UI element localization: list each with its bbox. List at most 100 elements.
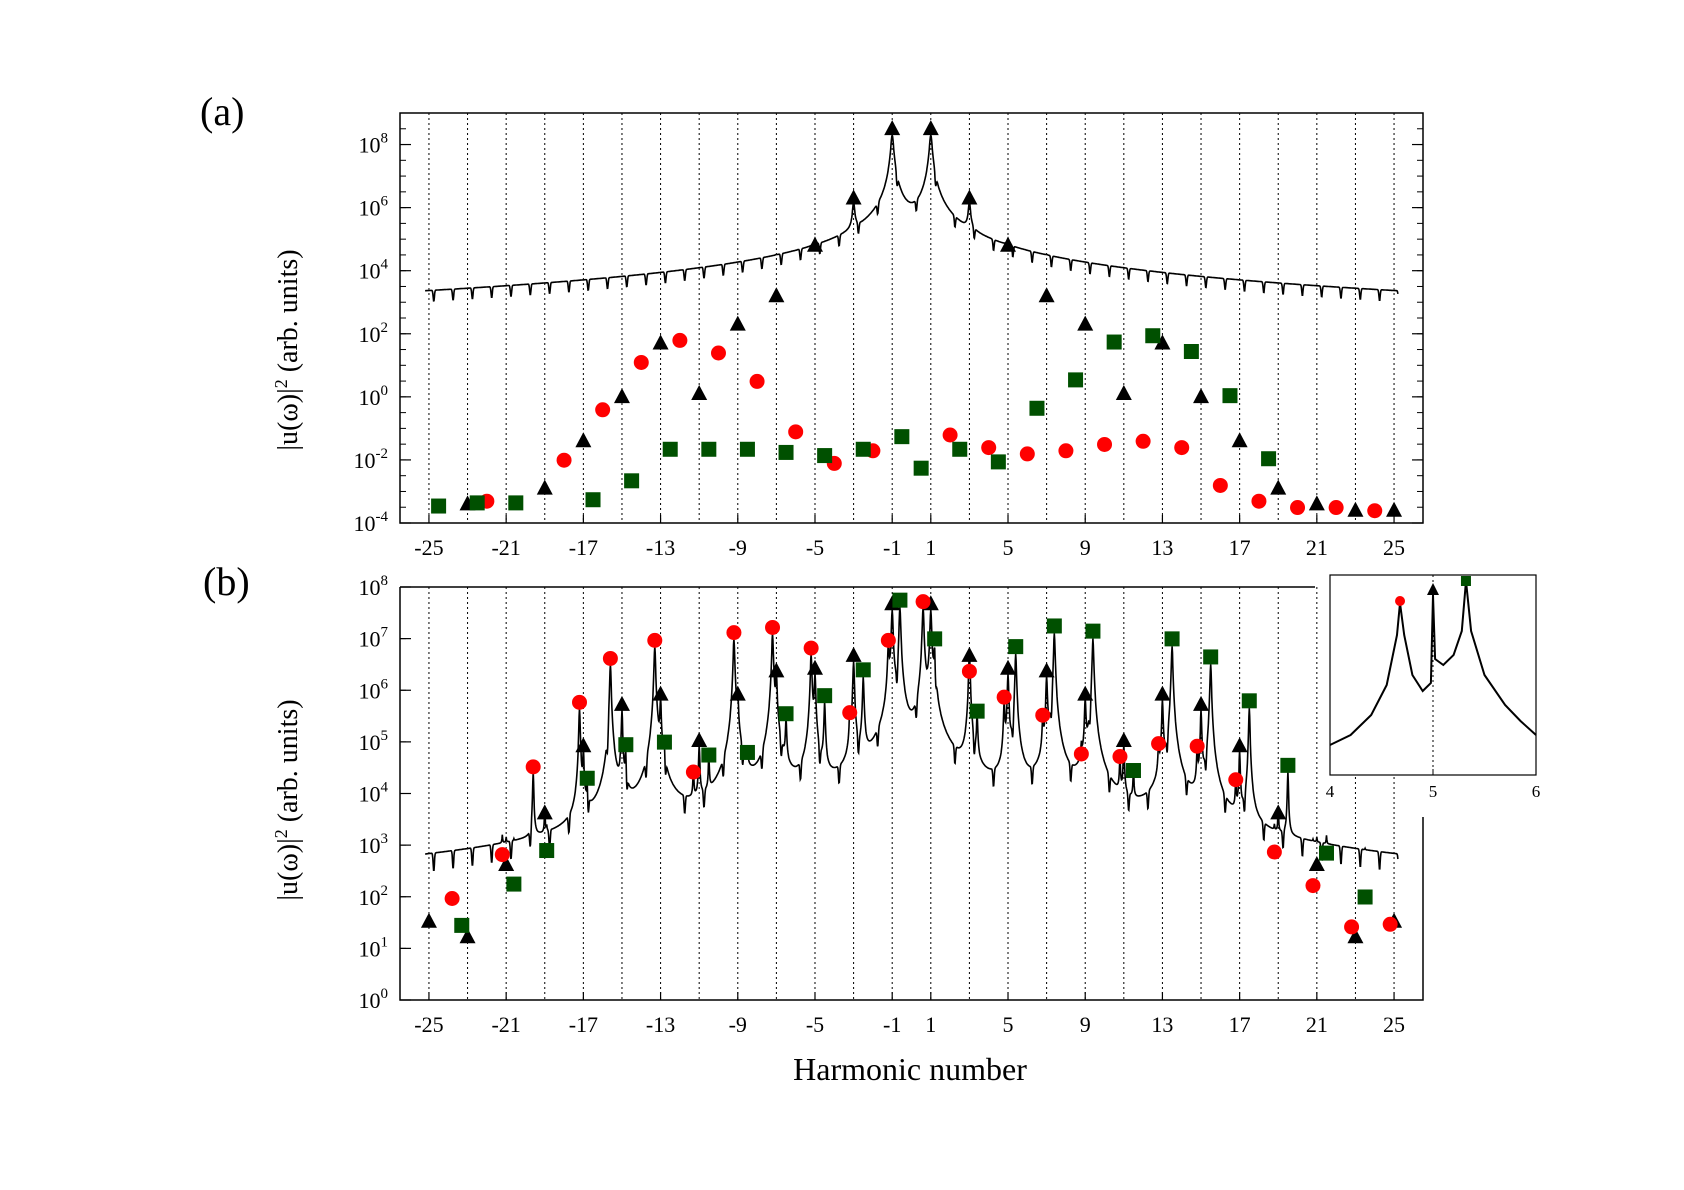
y-tick-label: 105 xyxy=(359,728,389,755)
panel-a-markers xyxy=(431,120,1403,519)
triangle-marker xyxy=(1000,236,1017,252)
circle-marker xyxy=(842,705,858,721)
square-marker xyxy=(618,737,634,753)
y-tick-label: 10-2 xyxy=(354,446,389,473)
y-tick-label: 100 xyxy=(359,986,389,1013)
triangle-marker xyxy=(961,189,978,205)
square-marker xyxy=(506,876,522,892)
circle-marker xyxy=(765,619,781,635)
x-tick-label: -5 xyxy=(806,1012,824,1037)
triangle-marker xyxy=(922,120,939,136)
circle-marker xyxy=(672,332,688,348)
square-marker xyxy=(1029,400,1045,416)
square-marker xyxy=(1008,639,1024,655)
circle-marker xyxy=(749,373,765,389)
circle-marker xyxy=(1019,446,1035,462)
circle-marker xyxy=(1174,440,1190,456)
y-tick-label: 106 xyxy=(359,676,389,703)
y-tick-label: 108 xyxy=(359,131,389,158)
x-tick-label: -1 xyxy=(883,1012,901,1037)
square-marker xyxy=(817,688,833,704)
panel-b-label: (b) xyxy=(203,559,250,604)
triangle-marker xyxy=(691,732,708,748)
square-marker xyxy=(1106,334,1122,350)
circle-marker xyxy=(942,427,958,443)
square-marker xyxy=(892,592,908,608)
triangle-marker xyxy=(1386,501,1403,517)
triangle-marker xyxy=(1193,388,1210,404)
y-tick-label: 100 xyxy=(359,383,389,410)
square-marker xyxy=(1125,763,1141,779)
panel-b-inset: 4 5 6 xyxy=(1326,574,1540,801)
x-tick-label: 13 xyxy=(1151,1012,1173,1037)
square-marker xyxy=(1046,618,1062,634)
triangle-marker xyxy=(1347,501,1364,517)
square-marker xyxy=(701,441,717,457)
x-tick-label: 1 xyxy=(925,1012,936,1037)
x-tick-label: -13 xyxy=(646,1012,675,1037)
circle-marker xyxy=(572,694,588,710)
y-tick-label: 103 xyxy=(359,831,389,858)
square-marker xyxy=(855,662,871,678)
triangle-marker xyxy=(420,912,437,928)
triangle-marker xyxy=(652,334,669,350)
triangle-marker xyxy=(536,804,553,820)
panel-b-gridlines xyxy=(428,587,1395,1000)
triangle-marker xyxy=(1000,659,1017,675)
y-tick-label: 104 xyxy=(359,257,389,284)
circle-marker xyxy=(1382,916,1398,932)
circle-marker xyxy=(1058,443,1074,459)
triangle-marker xyxy=(1115,732,1132,748)
triangle-marker xyxy=(652,685,669,701)
triangle-marker xyxy=(1154,685,1171,701)
triangle-marker xyxy=(1115,385,1132,400)
circle-marker xyxy=(1035,707,1051,723)
y-tick-label: 102 xyxy=(359,883,389,910)
panel-b-x-axis: -25 -21 -17 -13 -9 -5 -1 1 5 9 13 17 21 25 xyxy=(414,992,1405,1037)
triangle-marker xyxy=(498,855,515,871)
triangle-marker xyxy=(1427,583,1439,595)
square-marker xyxy=(927,631,943,647)
triangle-marker xyxy=(1077,315,1094,331)
triangle-marker xyxy=(729,685,746,701)
square-marker xyxy=(539,843,555,859)
panel-b-spectrum-curve xyxy=(425,607,1399,871)
triangle-marker xyxy=(845,646,862,662)
square-marker xyxy=(1460,576,1471,586)
triangle-marker xyxy=(691,385,708,400)
circle-marker xyxy=(595,402,611,418)
circle-marker xyxy=(1290,500,1306,516)
circle-marker xyxy=(880,632,896,648)
x-tick-label: -25 xyxy=(414,1012,443,1037)
circle-marker xyxy=(961,663,977,679)
square-marker xyxy=(913,460,929,476)
circle-marker xyxy=(981,440,997,456)
panel-b-frame xyxy=(399,586,1424,1001)
triangle-marker xyxy=(575,432,592,448)
panel-a-y-axis: 10-4 10-2 100 102 104 106 108 xyxy=(354,112,1423,536)
square-marker xyxy=(656,734,672,750)
y-tick-label: 106 xyxy=(359,194,389,221)
triangle-marker xyxy=(536,479,553,495)
y-tick-label: 107 xyxy=(359,625,389,652)
triangle-marker xyxy=(806,236,823,252)
circle-marker xyxy=(1073,746,1089,762)
circle-marker xyxy=(633,354,649,370)
y-tick-label: 108 xyxy=(359,573,389,600)
square-marker xyxy=(778,706,794,722)
square-marker xyxy=(1068,372,1084,388)
x-tick-label: -9 xyxy=(729,535,747,560)
circle-marker xyxy=(1251,493,1267,509)
x-tick-label: 9 xyxy=(1080,1012,1091,1037)
square-marker xyxy=(952,441,968,457)
triangle-marker xyxy=(961,646,978,662)
triangle-marker xyxy=(1154,334,1171,350)
inset-x-tick-label: 5 xyxy=(1429,782,1438,801)
x-tick-label: 21 xyxy=(1306,1012,1328,1037)
panel-b-y-axis-label: |u(ω)|2 (arb. units) xyxy=(271,699,304,900)
square-marker xyxy=(1241,693,1257,709)
x-axis-label: Harmonic number xyxy=(793,1051,1027,1087)
square-marker xyxy=(739,744,755,760)
x-tick-label: 21 xyxy=(1306,535,1328,560)
x-tick-label: 17 xyxy=(1229,535,1251,560)
